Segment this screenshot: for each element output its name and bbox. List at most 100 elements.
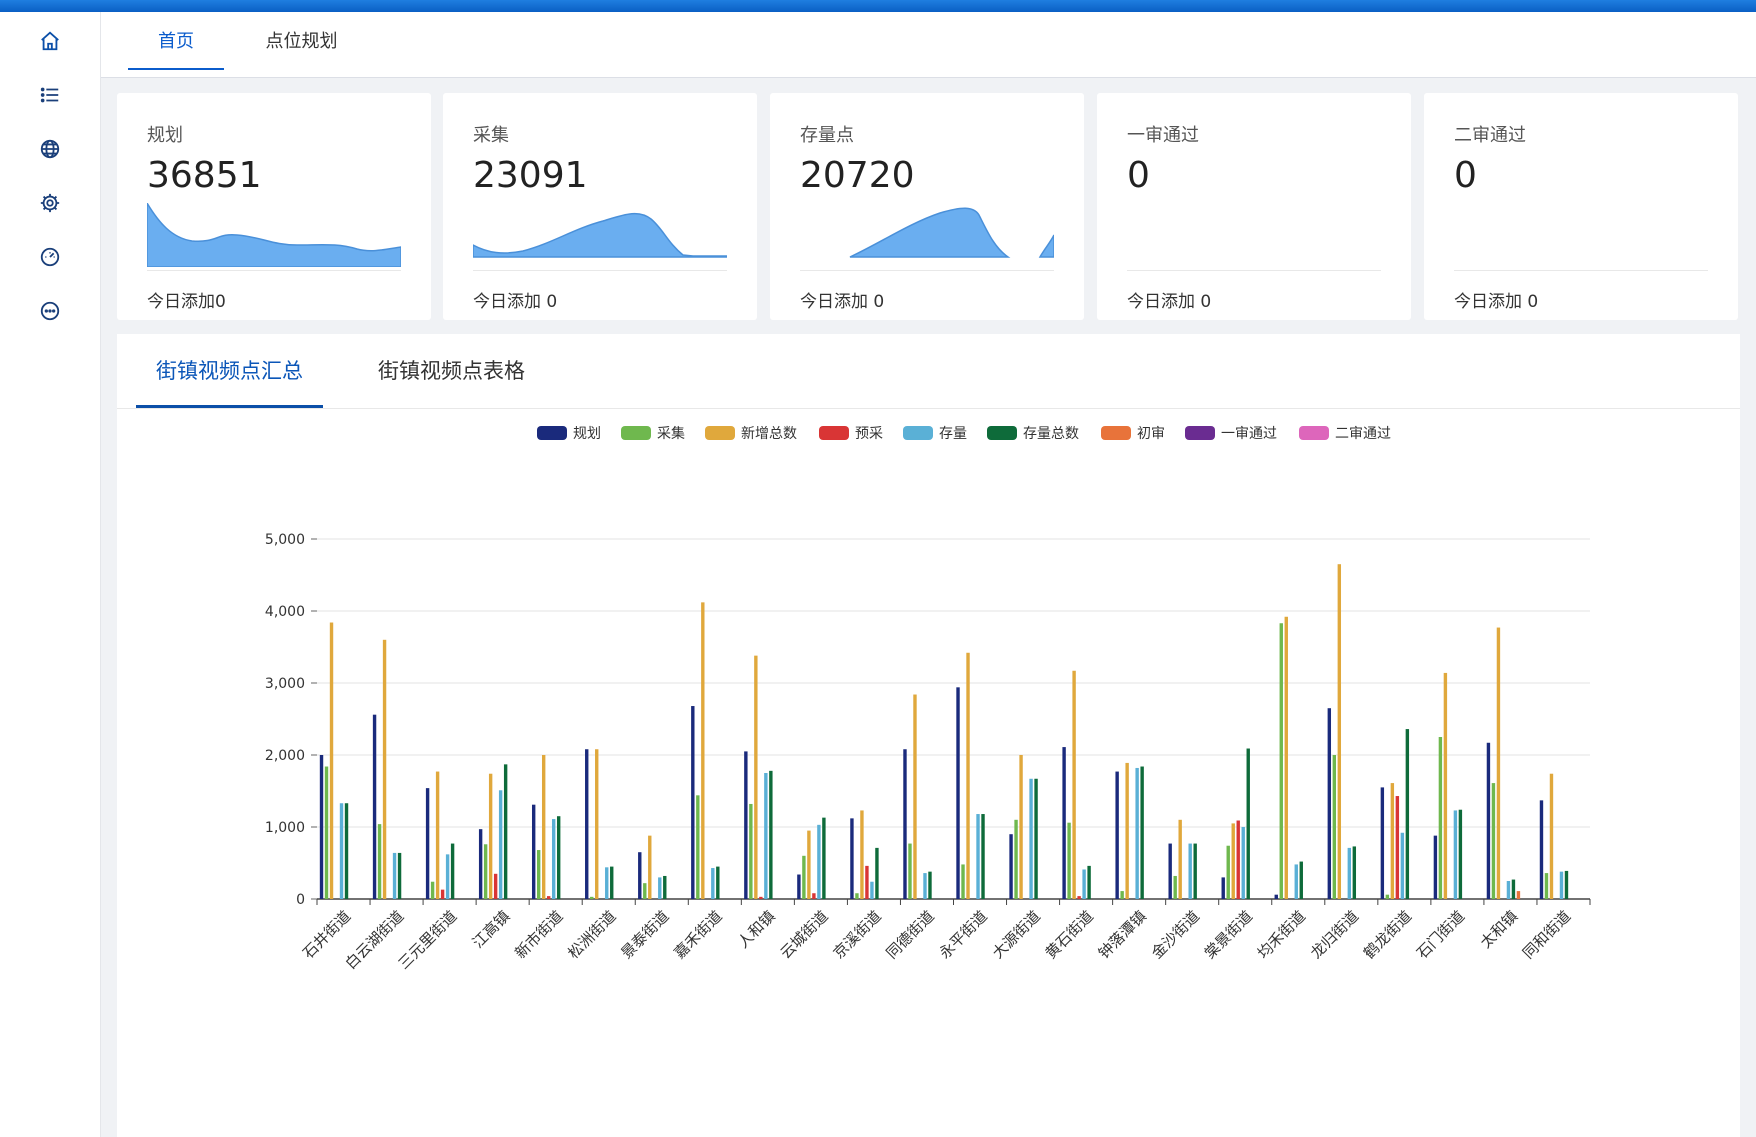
bar[interactable] [913,694,917,899]
bar[interactable] [716,866,720,899]
bar[interactable] [850,818,854,899]
bar[interactable] [1433,835,1438,899]
bar[interactable] [1009,834,1013,899]
bar[interactable] [822,817,826,899]
bar[interactable] [1125,762,1129,899]
tab-point-planning[interactable]: 点位规划 [265,31,338,52]
bar[interactable] [701,602,705,899]
bar[interactable] [691,706,695,899]
bar[interactable] [503,764,508,899]
bar[interactable] [966,652,970,899]
bar[interactable] [488,773,493,899]
bar[interactable] [1458,809,1463,899]
bar[interactable] [807,830,811,899]
bar[interactable] [329,622,334,899]
bar[interactable] [1380,787,1385,899]
chat-icon[interactable] [38,299,62,323]
bar[interactable] [812,893,816,899]
bar[interactable] [319,755,324,899]
tab-district-summary[interactable]: 街镇视频点汇总 [136,334,323,408]
bar[interactable] [860,810,864,899]
legend-label[interactable]: 新增总数 [741,426,797,442]
legend-swatch[interactable] [621,426,651,440]
bar[interactable] [382,639,387,899]
bar[interactable] [1400,832,1405,899]
bar[interactable] [1246,748,1250,899]
bar[interactable] [961,864,965,899]
bar[interactable] [802,855,806,899]
bar[interactable] [928,871,932,899]
bar[interactable] [923,873,927,899]
bar[interactable] [344,803,349,899]
legend-swatch[interactable] [987,426,1017,440]
bar[interactable] [590,896,594,899]
legend-label[interactable]: 初审 [1137,425,1165,442]
bar[interactable] [754,655,758,899]
legend-swatch[interactable] [705,426,735,440]
bar[interactable] [1544,873,1549,899]
bar[interactable] [435,771,440,899]
bar[interactable] [1327,708,1332,899]
bar[interactable] [1168,843,1172,899]
bar[interactable] [1077,896,1081,899]
bar[interactable] [1067,822,1071,899]
bar[interactable] [1135,767,1139,899]
bar[interactable] [1443,672,1448,899]
bar[interactable] [531,804,536,899]
bar[interactable] [855,893,859,899]
bar[interactable] [1274,894,1278,899]
bar[interactable] [1486,742,1491,899]
bar[interactable] [875,847,879,899]
bar[interactable] [648,835,652,899]
bar[interactable] [377,824,382,899]
bar[interactable] [1140,766,1144,899]
bar[interactable] [541,755,546,899]
legend-label[interactable]: 二审通过 [1335,426,1391,442]
bar[interactable] [1115,771,1119,899]
bar[interactable] [445,854,450,899]
bar[interactable] [1087,865,1091,899]
bar[interactable] [1405,729,1410,899]
bar[interactable] [546,896,551,899]
bar[interactable] [450,843,455,899]
globe-icon[interactable] [38,137,62,161]
legend-swatch[interactable] [903,426,933,440]
bar[interactable] [430,881,435,899]
bar[interactable] [638,852,642,899]
bar[interactable] [1332,755,1337,899]
bar[interactable] [1236,820,1240,899]
bar[interactable] [610,866,614,899]
legend-swatch[interactable] [819,426,849,440]
bar[interactable] [605,867,609,899]
bar[interactable] [696,795,700,899]
legend-swatch[interactable] [1299,426,1329,440]
bar[interactable] [1337,564,1342,899]
bar[interactable] [1294,864,1298,899]
bar[interactable] [425,788,430,899]
list-icon[interactable] [38,83,62,107]
bar[interactable] [769,770,773,899]
bar[interactable] [764,773,768,899]
bar[interactable] [663,875,667,899]
bar[interactable] [1559,871,1564,899]
bar[interactable] [1390,783,1395,899]
bar[interactable] [1072,670,1076,899]
bar[interactable] [1019,755,1023,899]
bar[interactable] [372,714,377,899]
bar[interactable] [1549,773,1554,899]
bar[interactable] [1491,783,1496,899]
bar[interactable] [483,844,488,899]
bar[interactable] [643,883,647,899]
home-icon[interactable] [38,29,62,53]
bar[interactable] [1385,894,1390,899]
bar[interactable] [1173,875,1177,899]
bar[interactable] [1347,847,1352,899]
bar[interactable] [744,751,748,899]
bar[interactable] [536,850,541,899]
bar[interactable] [1178,819,1182,899]
gear-icon[interactable] [38,191,62,215]
legend-label[interactable]: 存量总数 [1023,426,1079,442]
bar[interactable] [1496,627,1501,899]
bar[interactable] [1395,796,1400,899]
bar[interactable] [658,877,662,899]
